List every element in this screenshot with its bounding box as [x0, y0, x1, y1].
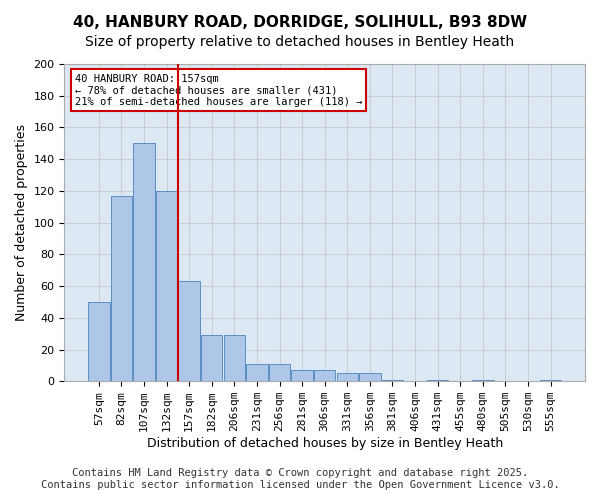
Bar — [337, 374, 358, 381]
Bar — [110, 196, 132, 381]
Bar — [224, 335, 245, 381]
Text: 40, HANBURY ROAD, DORRIDGE, SOLIHULL, B93 8DW: 40, HANBURY ROAD, DORRIDGE, SOLIHULL, B9… — [73, 15, 527, 30]
Text: 40 HANBURY ROAD: 157sqm
← 78% of detached houses are smaller (431)
21% of semi-d: 40 HANBURY ROAD: 157sqm ← 78% of detache… — [75, 74, 362, 106]
Bar — [472, 380, 494, 381]
Bar — [314, 370, 335, 381]
Y-axis label: Number of detached properties: Number of detached properties — [15, 124, 28, 321]
Bar — [382, 380, 403, 381]
Bar — [427, 380, 448, 381]
Bar — [269, 364, 290, 381]
Bar — [292, 370, 313, 381]
Bar — [359, 374, 380, 381]
Bar — [201, 335, 223, 381]
X-axis label: Distribution of detached houses by size in Bentley Heath: Distribution of detached houses by size … — [146, 437, 503, 450]
Bar — [178, 282, 200, 381]
Bar — [88, 302, 110, 381]
Bar — [133, 144, 155, 381]
Text: Size of property relative to detached houses in Bentley Heath: Size of property relative to detached ho… — [85, 35, 515, 49]
Bar — [156, 191, 177, 381]
Bar — [540, 380, 562, 381]
Text: Contains HM Land Registry data © Crown copyright and database right 2025.
Contai: Contains HM Land Registry data © Crown c… — [41, 468, 559, 490]
Bar — [246, 364, 268, 381]
